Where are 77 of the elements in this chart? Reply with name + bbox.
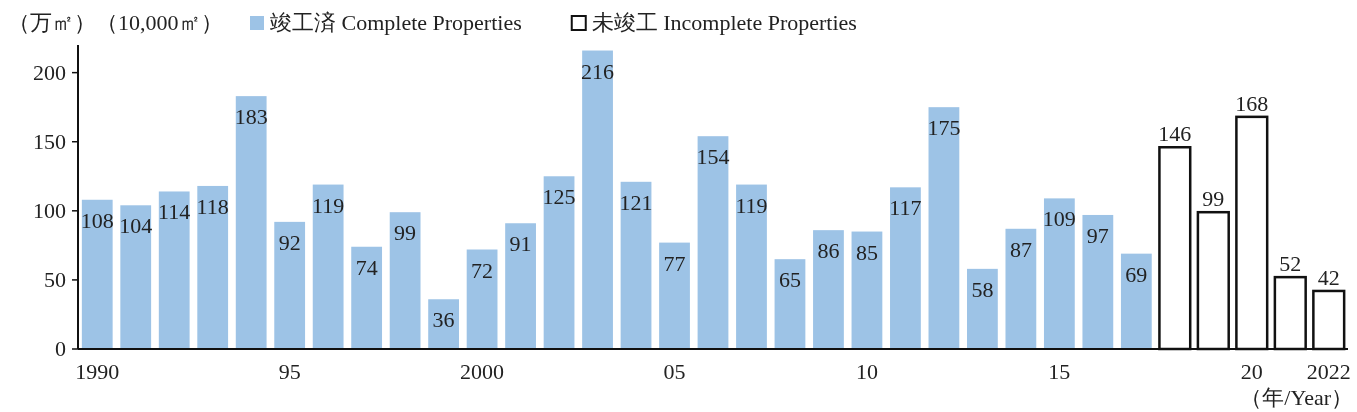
data-label: 146 [1158,121,1192,147]
data-label: 85 [855,239,878,265]
bar [158,191,190,349]
data-label: 52 [1279,251,1302,277]
data-label: 121 [619,189,653,215]
data-label: 58 [971,276,994,302]
data-label: 108 [80,207,114,233]
data-label: 216 [581,58,615,84]
data-label: 117 [889,195,922,221]
bar [351,246,383,349]
bar [389,212,421,349]
y-tick-label: 150 [33,128,66,154]
legend-label: 竣工済 Complete Properties [270,10,522,35]
data-label: 86 [817,238,840,264]
bar [274,221,306,349]
bar [235,96,267,349]
x-tick-label: 1990 [75,359,120,384]
bar [774,259,806,349]
bar [659,242,690,349]
bar [1120,253,1152,349]
bar [736,184,767,349]
bar [890,187,921,349]
data-label: 74 [355,254,378,280]
x-tick-label: 15 [1048,359,1071,384]
bar [1005,228,1037,349]
data-label: 114 [158,199,191,225]
bar [120,205,152,349]
bar [620,181,652,349]
data-label: 36 [432,307,455,333]
data-label: 91 [509,231,532,257]
x-tick-label: 05 [663,359,686,384]
x-tick-label: 20 [1240,359,1263,384]
bar [543,176,575,349]
y-tick-label: 50 [44,266,66,292]
data-label: 72 [471,257,494,283]
bar [851,231,883,349]
x-tick-label: 95 [278,359,301,384]
bar [505,223,536,349]
legend-label: 未竣工 Incomplete Properties [591,10,857,35]
bar [81,199,113,349]
data-label: 97 [1086,222,1109,248]
bar [1082,214,1114,349]
bar [1043,198,1075,349]
data-label: 175 [927,115,961,141]
x-tick-label: 2000 [460,359,505,384]
bar [466,249,498,349]
data-label: 65 [778,267,801,293]
data-label: 109 [1042,206,1076,232]
bar [697,136,729,349]
data-label: 183 [234,104,268,130]
x-axis-title: （年/Year） [1240,385,1353,410]
x-tick-label: 10 [855,359,878,384]
bar [582,50,613,349]
data-label: 119 [312,192,345,218]
y-tick-label: 0 [55,336,66,361]
data-label: 99 [394,220,417,246]
data-label: 118 [196,193,229,219]
y-axis-title: （万㎡）（10,000㎡） [8,10,223,35]
y-tick-label: 200 [33,59,66,85]
data-label: 77 [663,250,686,276]
bar [312,184,344,349]
bar [928,107,960,349]
bar [813,230,844,349]
data-label: 119 [735,192,768,218]
data-label: 104 [119,213,153,239]
data-label: 125 [542,184,576,210]
data-label: 87 [1009,236,1032,262]
data-label: 92 [278,229,301,255]
data-label: 99 [1202,186,1225,212]
data-label: 69 [1125,261,1148,287]
bar [967,268,998,349]
data-label: 42 [1317,264,1340,290]
data-label: 168 [1235,90,1269,116]
data-label: 154 [696,144,730,170]
x-tick-label: 2022 [1306,359,1351,384]
y-tick-label: 100 [33,197,66,223]
bar [197,185,229,349]
